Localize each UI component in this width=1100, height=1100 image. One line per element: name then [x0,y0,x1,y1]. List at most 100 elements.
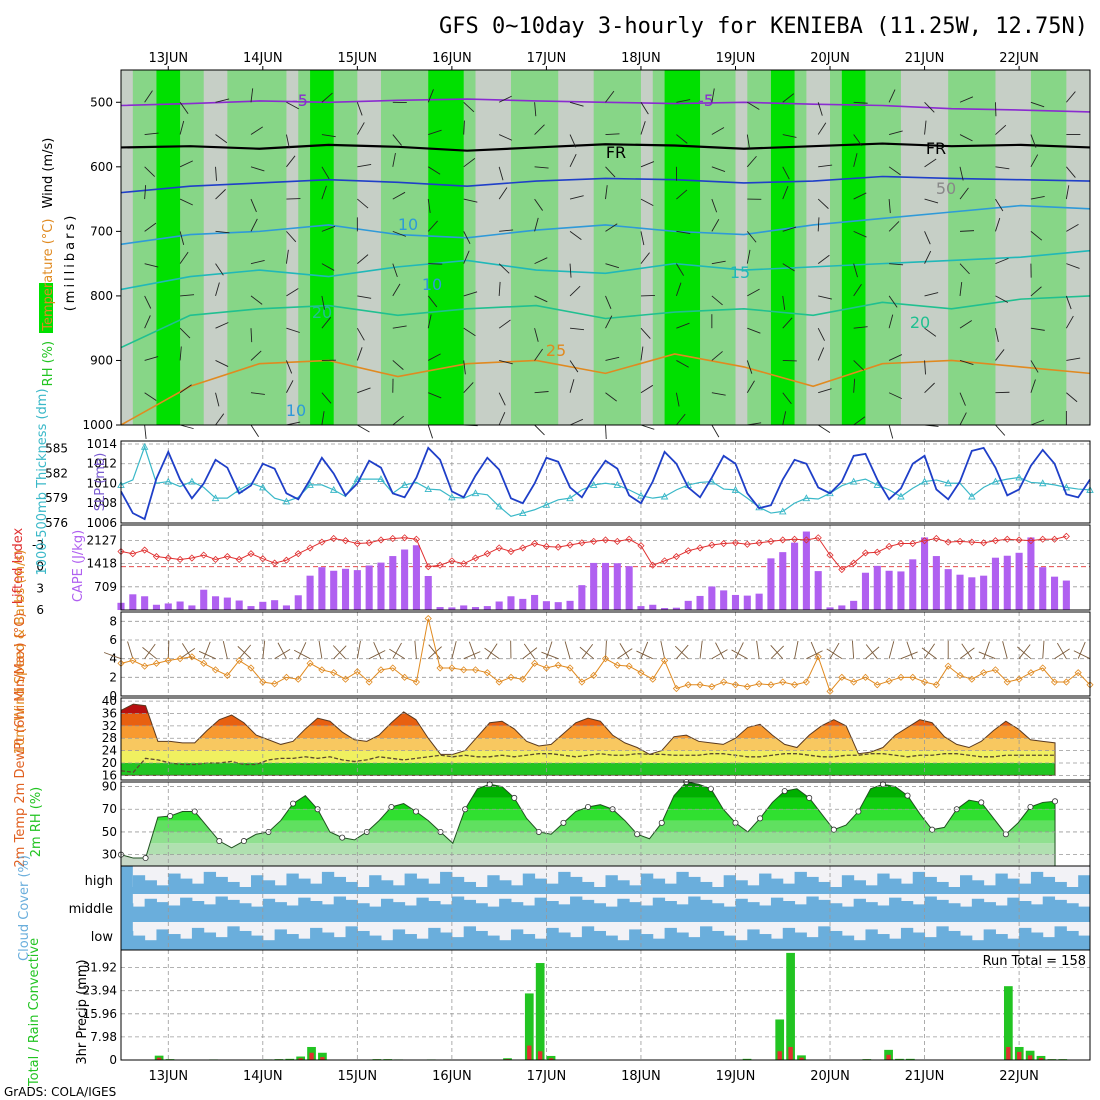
wind-barb [392,230,407,237]
rh-point-58 [830,826,837,833]
wind-barb [321,317,332,329]
cloud-cell [440,932,453,950]
wind10m-barb-27 [428,644,441,659]
rh-saturated-band-5 [841,70,866,425]
wind10m-barb-22 [373,642,382,659]
cape-bar-33 [507,596,515,610]
li-point-61 [838,565,846,574]
cloud-cell [487,935,500,950]
wind10m-barb-20 [356,640,361,659]
cloud-start [121,866,133,950]
wind-barb [250,392,265,395]
rh-point-52 [757,815,764,822]
temperature-frame [120,697,1091,781]
wind-barb [1066,166,1076,178]
cloud-cell [1030,932,1044,950]
cape-bar-35 [531,594,539,610]
cloud-cell [747,885,760,894]
cloud-cell [759,873,772,894]
precip-total-bar-37 [524,993,534,1060]
wind-barb [392,152,396,167]
wind10m-barb-82 [1073,650,1091,660]
wind-barb [640,424,655,430]
wind-barb [498,319,511,329]
cloud-cell [1007,878,1020,894]
wind10m-barb-17 [318,640,323,659]
wind-barb [746,134,750,149]
cloud-cell [794,932,807,950]
wind-barb [357,163,372,168]
wind10m-barb-51 [715,642,725,659]
wind10m-speed-line [120,618,1091,693]
cape-bar-47 [672,607,680,610]
cloud-cell [250,935,264,950]
contour-label-1: -5 [698,91,714,110]
wind10m-point-81 [1074,669,1082,677]
cloud-cell [995,934,1008,950]
wind-barb [570,327,585,331]
wind-barb [640,161,655,168]
wind10m-point-25 [412,678,420,686]
wind-barb [959,96,974,103]
wind-barb [605,263,620,269]
li-point-77 [1027,537,1035,545]
wind10m-barb-23 [392,642,402,659]
cloud-cell [321,904,335,922]
wind-barb [782,263,795,272]
wind-barb [357,387,371,394]
cloud-cell [1066,930,1079,950]
wind-barb [924,250,932,264]
cape-bar-55 [767,558,775,610]
cloud-cell [1019,927,1032,950]
wind10m-point-15 [294,675,302,683]
wind-barb [569,285,581,297]
cape-bar-50 [708,586,716,610]
cloud-cell [227,881,240,894]
wind10m-point-51 [720,678,728,686]
slp-tick-label-1012: 1012 [86,457,117,471]
wind-barb [1030,379,1036,393]
precip-convective-bar-62 [799,1057,804,1060]
wind10m-point-47 [672,684,680,693]
thickness-point [329,485,338,493]
cloud-cell [333,896,347,922]
wind10m-point-48 [684,681,692,689]
cape-bar-17 [318,567,326,610]
cloud-cell [581,926,595,950]
cloud-cell [770,878,784,894]
cape-bar-63 [861,572,870,610]
thickness-point [920,477,929,485]
rh-saturated-band-3 [664,70,701,425]
wind10m-point-9 [223,671,231,680]
cloud-cell [841,875,855,894]
wind-tick-label-8: 8 [109,614,117,628]
wind10m-barb-36 [545,641,553,659]
wind-barb [498,134,513,141]
cloud-cell [144,940,157,950]
rh-point-48 [707,785,714,792]
cloud-cell [983,929,996,950]
contour-label-7: 20 [312,303,332,322]
cloud-cell [593,903,606,922]
wind-barb [995,166,1010,170]
date-top-21JUN: 21JUN [905,51,945,66]
cloud-cell [889,938,902,950]
cloud-cell [759,934,772,950]
thickness-point [448,493,456,501]
rh-moist-band-1 [227,70,287,425]
rh-point-74 [1027,803,1034,810]
wind-barb [144,392,157,401]
cloud-cell [522,873,536,894]
wind10m-barb-54 [756,640,760,659]
wind-barb [817,217,820,232]
cloud-cell [298,878,311,894]
wind10m-point-75 [1003,678,1011,686]
wind-axis-label: Wind (m/s) [41,138,56,209]
wind-barb [817,424,831,434]
cloud-cell [806,937,819,950]
cloud-cell [250,906,264,922]
li-point-67 [909,539,917,548]
precip-total-bar-81 [1003,986,1013,1060]
wind-barb [1065,315,1074,329]
cloud-cell [321,932,335,950]
